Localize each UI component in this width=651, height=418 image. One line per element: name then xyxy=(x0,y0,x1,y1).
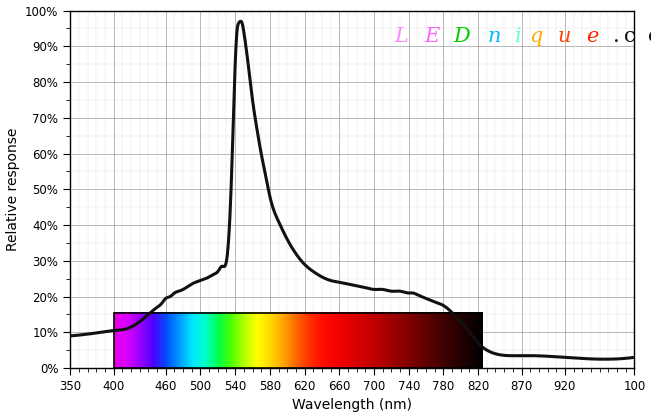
Text: q: q xyxy=(529,27,543,46)
Text: o: o xyxy=(648,27,651,46)
Text: u: u xyxy=(558,27,571,46)
Text: i: i xyxy=(516,27,522,46)
Text: c: c xyxy=(624,27,636,46)
X-axis label: Wavelength (nm): Wavelength (nm) xyxy=(292,398,412,413)
Text: n: n xyxy=(487,27,501,46)
Text: L: L xyxy=(395,27,408,46)
Text: e: e xyxy=(586,27,598,46)
Text: E: E xyxy=(424,27,439,46)
Text: .: . xyxy=(613,27,620,46)
Bar xyxy=(114,313,482,368)
Text: D: D xyxy=(453,27,470,46)
Y-axis label: Relative response: Relative response xyxy=(6,127,20,251)
